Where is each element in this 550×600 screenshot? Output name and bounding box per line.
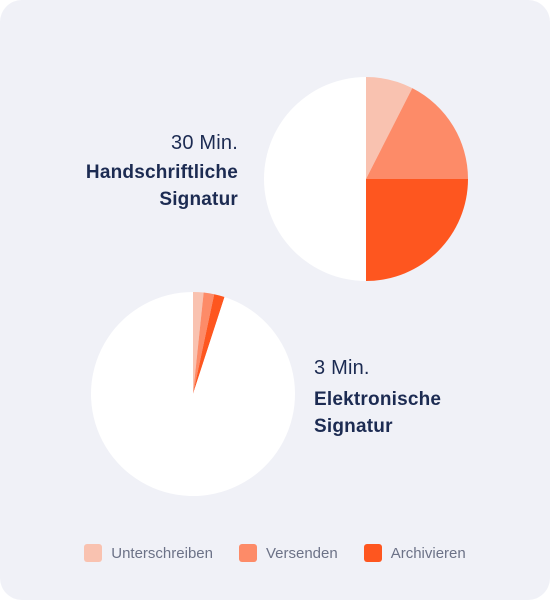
- legend-item-unterschreiben: Unterschreiben: [84, 544, 213, 562]
- duration-elektronisch: 3 Min.: [314, 357, 370, 379]
- pie2-slice-rest: [91, 292, 296, 496]
- label-handschriftlich: 30 Min. Handschriftliche Signatur: [78, 132, 238, 213]
- title-handschriftlich: Handschriftliche Signatur: [85, 162, 238, 210]
- legend-swatch-versenden: [238, 544, 257, 562]
- duration-handschriftlich: 30 Min.: [171, 132, 238, 154]
- pie2-slice-unterschreiben: [193, 292, 204, 394]
- pie1-slice-rest: [264, 77, 366, 281]
- pie2-slice-versenden: [193, 292, 215, 394]
- pie1-slice-archivieren: [366, 179, 468, 281]
- pie1-slice-versenden: [366, 88, 468, 179]
- title-elektronisch: Elektronische Signatur: [314, 389, 442, 437]
- legend-item-archivieren: Archivieren: [363, 544, 466, 562]
- pie2-slice-archivieren: [193, 294, 225, 394]
- legend-swatch-unterschreiben: [84, 544, 103, 562]
- legend-item-versenden: Versenden: [238, 544, 338, 562]
- label-elektronisch: 3 Min. Elektronische Signatur: [314, 357, 454, 440]
- legend-label-unterschreiben: Unterschreiben: [111, 544, 213, 562]
- legend-label-archivieren: Archivieren: [390, 544, 466, 562]
- pie-chart-handschriftlich: [264, 77, 468, 281]
- legend-label-versenden: Versenden: [265, 544, 338, 562]
- legend-swatch-archivieren: [363, 544, 382, 562]
- pie-chart-elektronisch: [91, 292, 296, 496]
- pie1-slice-unterschreiben: [366, 77, 413, 179]
- legend: Unterschreiben Versenden Archivieren: [0, 544, 550, 562]
